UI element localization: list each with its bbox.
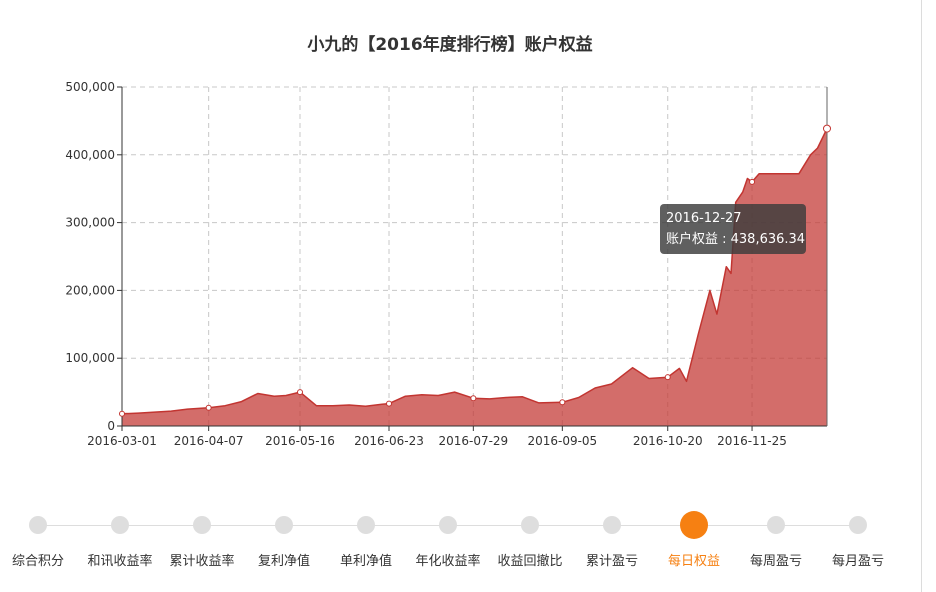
timeline-label[interactable]: 每日权益 <box>667 554 720 569</box>
equity-chart: 0 100,000 200,000 300,000 400,000 500,000 2016… <box>65 80 831 448</box>
timeline-label[interactable]: 年化收益率 <box>415 554 481 569</box>
y-tick-label: 200,000 <box>65 283 115 297</box>
timeline-label[interactable]: 收益回撤比 <box>497 554 563 569</box>
timeline-dot[interactable] <box>29 516 47 534</box>
panel-border <box>921 0 922 592</box>
timeline-dot[interactable] <box>603 516 621 534</box>
timeline-label[interactable]: 每月盈亏 <box>831 554 884 569</box>
data-point-marker <box>386 400 393 407</box>
x-tick-label: 2016-09-05 <box>527 434 597 448</box>
data-point-marker <box>297 389 304 396</box>
timeline-item-2[interactable]: 累计收益率 <box>160 500 244 580</box>
data-point-marker <box>205 404 212 411</box>
timeline-label[interactable]: 和讯收益率 <box>87 554 153 569</box>
timeline-item-8[interactable]: 每日权益 <box>652 500 736 580</box>
timeline-label[interactable]: 每周盈亏 <box>749 554 802 569</box>
timeline-label[interactable]: 复利净值 <box>257 554 310 569</box>
x-tick-label: 2016-05-16 <box>265 434 335 448</box>
timeline-dot[interactable] <box>439 516 457 534</box>
series-line <box>121 128 828 415</box>
y-tick-label: 0 <box>107 419 115 433</box>
chart-title: 小九的【2016年度排行榜】账户权益 <box>307 35 593 55</box>
tooltip-value: 账户权益 : 438,636.34 <box>666 232 806 247</box>
timeline-label[interactable]: 综合积分 <box>11 554 64 569</box>
tooltip-date: 2016-12-27 <box>666 211 742 226</box>
timeline-label[interactable]: 累计盈亏 <box>585 554 638 569</box>
timeline-dot[interactable] <box>767 516 785 534</box>
timeline-item-10[interactable]: 每月盈亏 <box>816 500 900 580</box>
timeline-item-7[interactable]: 累计盈亏 <box>570 500 654 580</box>
timeline-dot[interactable] <box>849 516 867 534</box>
y-tick-label: 100,000 <box>65 351 115 365</box>
metric-timeline: 综合积分 和讯收益率 累计收益率 复利净值 单利净值 年化收益率 收益回撤比 累… <box>0 500 900 580</box>
timeline-dot-active[interactable] <box>680 511 708 539</box>
data-point-marker <box>664 374 671 381</box>
x-tick-label: 2016-04-07 <box>174 434 244 448</box>
timeline-label[interactable]: 单利净值 <box>339 554 392 569</box>
timeline-label[interactable]: 累计收益率 <box>169 554 235 569</box>
y-tick-label: 500,000 <box>65 80 115 94</box>
series-area <box>122 128 827 426</box>
timeline-item-0[interactable]: 综合积分 <box>0 500 80 580</box>
data-point-marker <box>749 178 756 185</box>
timeline-dot[interactable] <box>275 516 293 534</box>
timeline-dot[interactable] <box>357 516 375 534</box>
x-tick-label: 2016-10-20 <box>633 434 703 448</box>
timeline-item-1[interactable]: 和讯收益率 <box>78 500 162 580</box>
timeline-dot[interactable] <box>521 516 539 534</box>
x-tick-label: 2016-11-25 <box>717 434 787 448</box>
y-tick-label: 300,000 <box>65 216 115 230</box>
timeline-item-4[interactable]: 单利净值 <box>324 500 408 580</box>
data-point-marker <box>470 395 477 402</box>
timeline-dot[interactable] <box>193 516 211 534</box>
timeline-item-9[interactable]: 每周盈亏 <box>734 500 818 580</box>
data-point-marker <box>559 399 566 406</box>
data-point-marker <box>119 410 125 417</box>
timeline-item-5[interactable]: 年化收益率 <box>406 500 490 580</box>
x-tick-label: 2016-06-23 <box>354 434 424 448</box>
timeline-item-3[interactable]: 复利净值 <box>242 500 326 580</box>
x-tick-label: 2016-07-29 <box>438 434 508 448</box>
data-point-marker <box>823 124 831 133</box>
x-tick-label: 2016-03-01 <box>87 434 157 448</box>
timeline-item-6[interactable]: 收益回撤比 <box>488 500 572 580</box>
timeline-dot[interactable] <box>111 516 129 534</box>
y-tick-label: 400,000 <box>65 148 115 162</box>
tooltip: 2016-12-27 账户权益 : 438,636.34 <box>660 204 806 254</box>
